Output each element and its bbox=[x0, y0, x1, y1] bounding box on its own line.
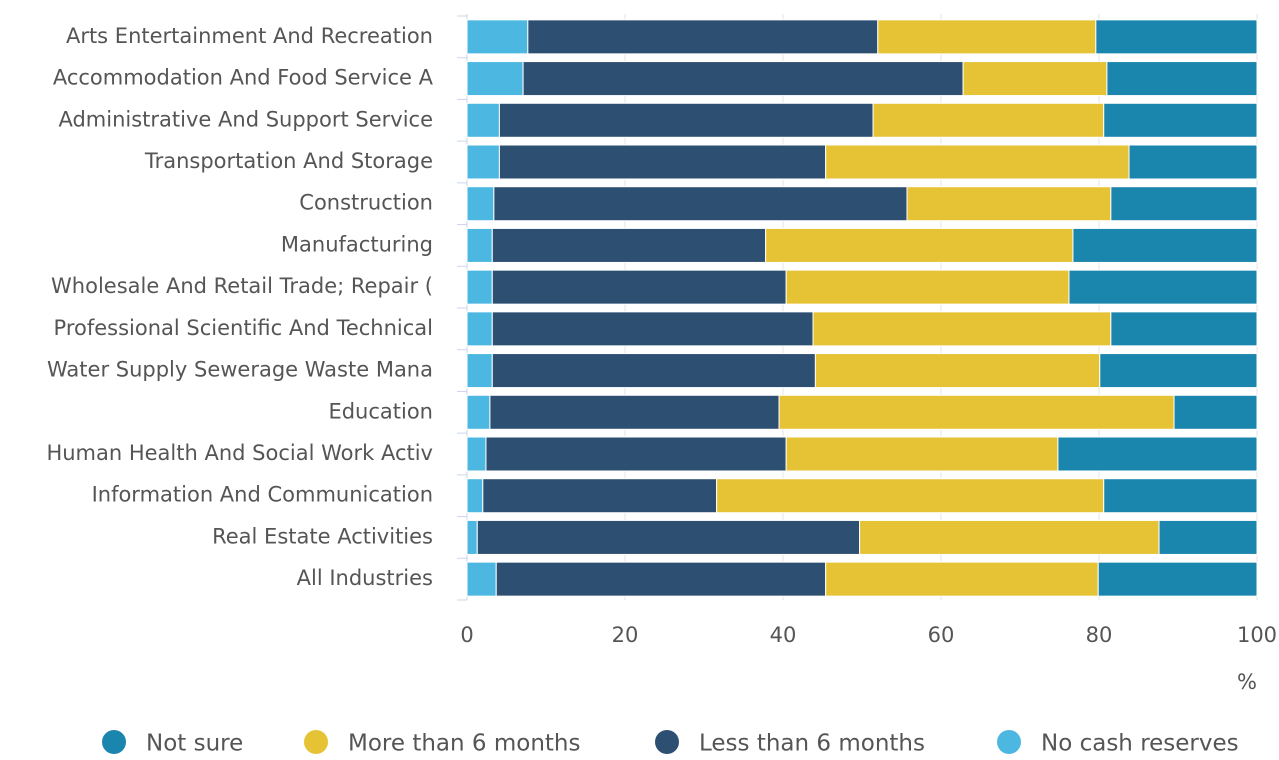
x-tick-label: 100 bbox=[1237, 623, 1277, 647]
bar-segment bbox=[466, 519, 478, 555]
bar-segment bbox=[466, 186, 495, 222]
bar-segment bbox=[962, 61, 1108, 97]
y-tick-label: Transportation And Storage bbox=[144, 149, 433, 173]
legend-marker bbox=[655, 730, 679, 754]
y-tick-label: Wholesale And Retail Trade; Repair ( bbox=[51, 274, 433, 298]
bar-segment bbox=[466, 19, 529, 55]
bar-segment bbox=[493, 186, 908, 222]
bar-segment bbox=[466, 311, 493, 347]
bar-segment bbox=[476, 519, 861, 555]
category-labels: Arts Entertainment And Recreation Accommo… bbox=[46, 24, 433, 590]
bar-segment bbox=[466, 61, 524, 97]
y-tick-label: Professional Scientific And Technical bbox=[54, 316, 433, 340]
bar-segment bbox=[498, 144, 827, 180]
y-tick-label: All Industries bbox=[297, 566, 433, 590]
bar-segment bbox=[466, 561, 497, 597]
legend-label: Less than 6 months bbox=[699, 731, 925, 757]
y-tick-label: Information And Communication bbox=[92, 483, 433, 507]
bar-segment bbox=[466, 478, 484, 514]
bar-segment bbox=[825, 144, 1130, 180]
bar-segment bbox=[765, 227, 1074, 263]
legend-label: More than 6 months bbox=[348, 731, 580, 757]
bar-segment bbox=[812, 311, 1112, 347]
legend-marker bbox=[304, 730, 328, 754]
y-tick-label: Arts Entertainment And Recreation bbox=[66, 24, 433, 48]
bar-segment bbox=[1057, 436, 1258, 472]
y-tick-label: Accommodation And Food Service A bbox=[53, 66, 434, 90]
bar-segment bbox=[1072, 227, 1258, 263]
y-tick-label: Construction bbox=[299, 191, 433, 215]
bar-segment bbox=[491, 227, 767, 263]
y-tick-label: Human Health And Social Work Activ bbox=[46, 441, 433, 465]
bar-segment bbox=[466, 102, 500, 138]
bar-segment bbox=[872, 102, 1105, 138]
bar-segment bbox=[785, 269, 1070, 305]
bar-segment bbox=[1158, 519, 1258, 555]
bar-segment bbox=[466, 227, 493, 263]
bar-segment bbox=[489, 394, 780, 430]
bar-segment bbox=[1128, 144, 1258, 180]
bar-segment bbox=[825, 561, 1099, 597]
bar-segment bbox=[466, 394, 491, 430]
x-tick-label: 60 bbox=[928, 623, 955, 647]
bar-segment bbox=[1097, 561, 1258, 597]
x-tick-label: 20 bbox=[612, 623, 639, 647]
legend-label: No cash reserves bbox=[1041, 731, 1239, 757]
bar-segment bbox=[491, 269, 787, 305]
bar-segment bbox=[491, 311, 814, 347]
bar-segment bbox=[1068, 269, 1258, 305]
legend-marker bbox=[997, 730, 1021, 754]
bar-segment bbox=[1095, 19, 1258, 55]
bar-segment bbox=[466, 436, 487, 472]
x-tick-label: 80 bbox=[1086, 623, 1113, 647]
bar-segment bbox=[814, 353, 1101, 389]
bar-segment bbox=[1110, 311, 1258, 347]
y-tick-label: Real Estate Activities bbox=[212, 524, 433, 548]
bar-segment bbox=[785, 436, 1059, 472]
bar-segment bbox=[485, 436, 787, 472]
bar-segment bbox=[1103, 478, 1258, 514]
bar-segment bbox=[498, 102, 874, 138]
y-tick-label: Water Supply Sewerage Waste Mana bbox=[47, 358, 433, 382]
bar-segment bbox=[906, 186, 1112, 222]
bar-segment bbox=[482, 478, 718, 514]
bar-segment bbox=[1106, 61, 1258, 97]
x-tick-label: 0 bbox=[460, 623, 473, 647]
bar-segment bbox=[466, 353, 493, 389]
bar-segment bbox=[491, 353, 816, 389]
bar-segment bbox=[716, 478, 1105, 514]
legend-marker bbox=[102, 730, 126, 754]
bar-segment bbox=[495, 561, 827, 597]
bar-segment bbox=[1110, 186, 1258, 222]
x-tick-label: 40 bbox=[770, 623, 797, 647]
bar-segment bbox=[1173, 394, 1258, 430]
bar-segment bbox=[522, 61, 964, 97]
bar-segment bbox=[859, 519, 1160, 555]
bar-segment bbox=[466, 269, 493, 305]
bar-segment bbox=[527, 19, 879, 55]
x-axis-label: % bbox=[1237, 670, 1257, 694]
y-tick-label: Manufacturing bbox=[281, 232, 433, 256]
bar-segment bbox=[778, 394, 1175, 430]
bar-segment bbox=[877, 19, 1097, 55]
y-tick-label: Education bbox=[328, 399, 433, 423]
bar-segment bbox=[1099, 353, 1258, 389]
bar-segment bbox=[1103, 102, 1258, 138]
bar-segment bbox=[466, 144, 500, 180]
legend-label: Not sure bbox=[146, 731, 243, 757]
y-tick-label: Administrative And Support Service bbox=[58, 107, 433, 131]
